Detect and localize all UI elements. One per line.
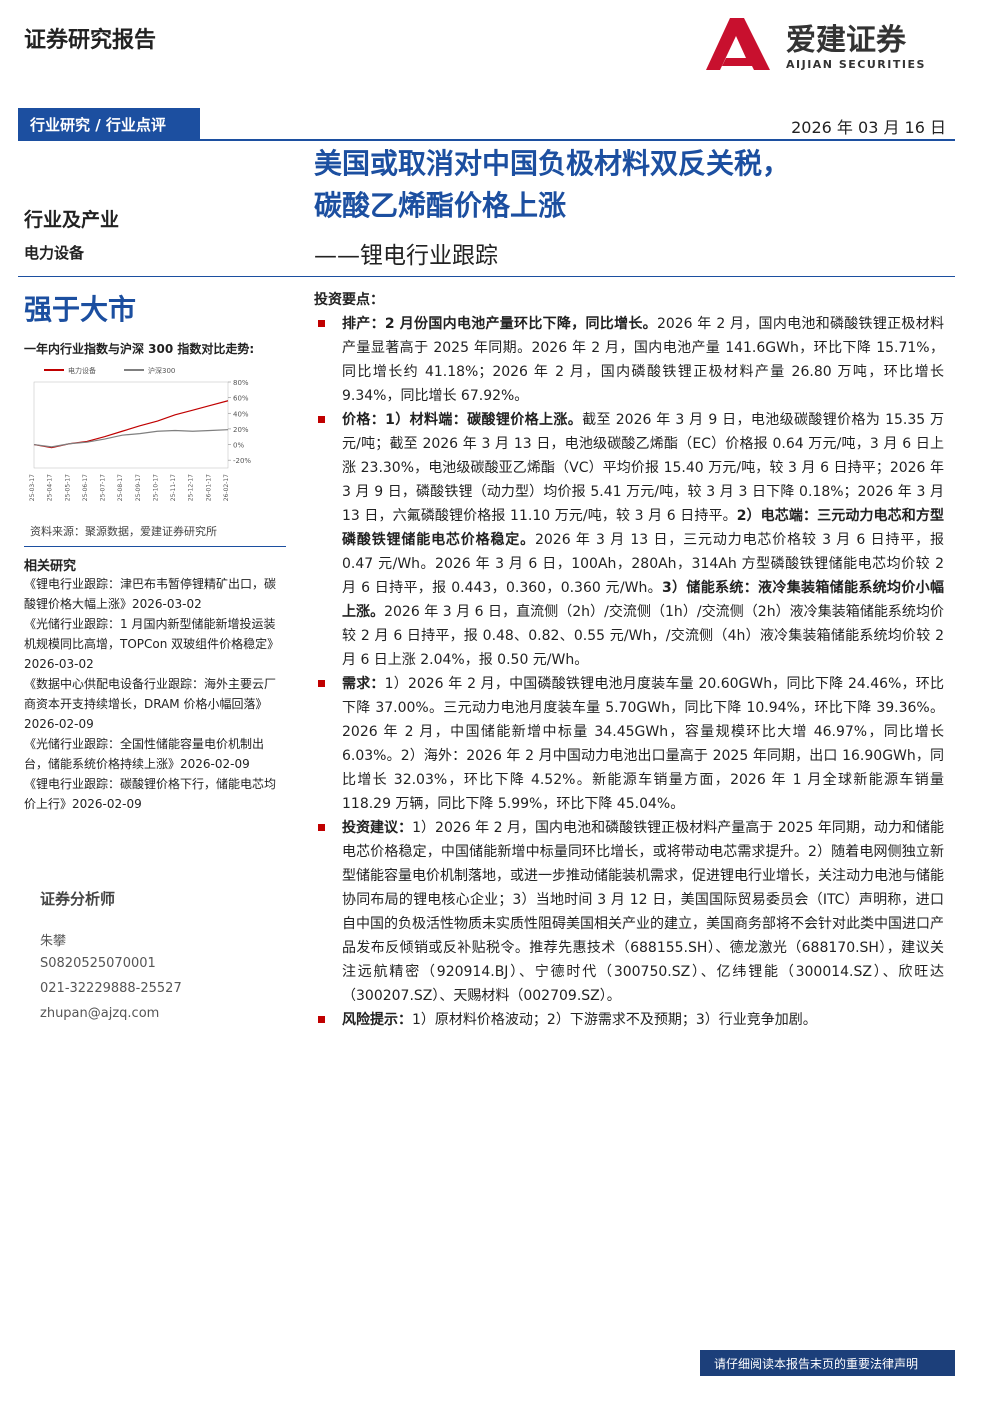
y-tick-label: 0% (233, 442, 244, 450)
y-tick-label: 40% (233, 410, 249, 418)
bullet-text: 2）电芯端：三元动力电芯和方型磷酸铁锂储能电芯价格稳定。 (342, 508, 945, 548)
header-rule (18, 139, 955, 141)
doc-type: 证券研究报告 (24, 28, 157, 53)
x-tick-label: 25-10-17 (152, 474, 159, 501)
analyst-phone: 021-32229888-25527 (40, 981, 182, 996)
x-tick-label: 25-05-17 (64, 474, 71, 501)
logo-name: 爱建证券 (786, 23, 907, 58)
bullet-text: 风险提示： (342, 1012, 412, 1028)
bullet-text: 1）2026 年 2 月，国内电池和磷酸铁锂正极材料产量高于 2025 年同期，… (342, 820, 945, 1004)
bullet: 需求：1）2026 年 2 月，中国磷酸铁锂电池月度装车量 20.60GWh，同… (314, 672, 944, 816)
key-points: 排产：2 月份国内电池产量环比下降，同比增长。2026 年 2 月，国内电池和磷… (314, 312, 944, 1032)
title-line: 碳酸乙烯酯价格上涨 (314, 189, 567, 222)
bullet-text: 3）储能系统：液冷集装箱储能系统均价小幅上涨。 (342, 580, 944, 620)
legend-label: 电力设备 (68, 366, 96, 375)
rule (24, 546, 286, 547)
x-tick-label: 25-03-17 (29, 474, 36, 501)
y-tick-label: 20% (233, 426, 249, 434)
analyst-email: zhupan@ajzq.com (40, 1006, 160, 1021)
logo: 爱建证券 AIJIAN SECURITIES (706, 18, 926, 71)
bullet-text: 价格：1）材料端：碳酸锂价格上涨。 (342, 412, 583, 428)
x-tick-label: 25-11-17 (170, 474, 177, 501)
bullet-text: 2026 年 3 月 6 日，直流侧（2h）/交流侧（1h）/交流侧（2h）液冷… (342, 604, 944, 668)
bullet-text: 1）原材料价格波动；2）下游需求不及预期；3）行业竞争加剧。 (412, 1012, 817, 1028)
plot-frame (33, 381, 229, 469)
bullet-text: 排产：2 月份国内电池产量环比下降，同比增长。 (342, 316, 657, 332)
bullet-marker (318, 824, 325, 831)
date: 2026 年 03 月 16 日 (791, 118, 946, 137)
related-title: 相关研究 (24, 559, 77, 574)
y-tick-label: 80% (233, 379, 249, 387)
chart-caption: 一年内行业指数与沪深 300 指数对比走势: (24, 342, 255, 356)
category: 行业研究 / 行业点评 (30, 116, 166, 134)
footer-notice: 请仔细阅读本报告末页的重要法律声明 (714, 1357, 919, 1371)
bullet: 投资建议：1）2026 年 2 月，国内电池和磷酸铁锂正极材料产量高于 2025… (314, 816, 944, 1008)
key-points-title: 投资要点： (314, 292, 384, 308)
related-item: 《数据中心供配电设备行业跟踪：海外主要云厂商资本开支持续增长，DRAM 价格小幅… (24, 677, 277, 731)
bullet-text: 截至 2026 年 3 月 9 日，电池级碳酸锂价格为 15.35 万元/吨；截… (342, 412, 944, 524)
series-line (33, 429, 229, 448)
bullet-marker (318, 320, 325, 327)
bullet-text: 2026 年 2 月，国内电池和磷酸铁锂正极材料产量显著高于 2025 年同期。… (342, 316, 944, 404)
x-tick-label: 25-12-17 (188, 474, 195, 501)
x-tick-label: 25-07-17 (100, 474, 107, 501)
bullet-marker (318, 416, 325, 423)
bullet: 风险提示：1）原材料价格波动；2）下游需求不及预期；3）行业竞争加剧。 (314, 1008, 944, 1032)
logo-en: AIJIAN SECURITIES (786, 58, 926, 71)
bullet-marker (318, 1016, 325, 1023)
related-list: 《锂电行业跟踪：津巴布韦暂停锂精矿出口，碳酸锂价格大幅上涨》2026-03-02… (24, 574, 286, 814)
related-item: 《锂电行业跟踪：津巴布韦暂停锂精矿出口，碳酸锂价格大幅上涨》2026-03-02 (24, 577, 277, 611)
related-item: 《锂电行业跟踪：碳酸锂价格下行，储能电芯均价上行》2026-02-09 (24, 777, 277, 811)
category-bar (18, 108, 200, 140)
related-item: 《光储行业跟踪：1 月国内新型储能新增投运装机规模同比高增，TOPCon 双玻组… (24, 617, 280, 671)
legend-label: 沪深300 (148, 366, 175, 375)
subtitle: ——锂电行业跟踪 (314, 243, 498, 269)
analyst-name: 朱攀 (40, 934, 67, 949)
title-line: 美国或取消对中国负极材料双反关税， (314, 147, 791, 180)
x-tick-label: 25-09-17 (135, 474, 142, 501)
bullet-text: 2026 年 3 月 13 日，三元动力电芯价格较 3 月 6 日持平，报 0.… (342, 532, 945, 596)
x-tick-label: 26-01-17 (205, 474, 212, 501)
analyst-cert: S0820525070001 (40, 956, 156, 971)
rule (18, 276, 955, 277)
analyst-title: 证券分析师 (40, 890, 116, 908)
x-tick-label: 26-02-17 (223, 474, 230, 501)
related-item: 《光储行业跟踪：全国性储能容量电价机制出台，储能系统价格持续上涨》2026-02… (24, 737, 265, 771)
series-line (33, 400, 229, 449)
bullet-text: 1）2026 年 2 月，中国磷酸铁锂电池月度装车量 20.60GWh，同比下降… (342, 676, 945, 812)
rating: 强于大市 (24, 293, 137, 326)
bullet-marker (318, 680, 325, 687)
y-tick-label: 60% (233, 395, 249, 403)
bullet: 价格：1）材料端：碳酸锂价格上涨。截至 2026 年 3 月 9 日，电池级碳酸… (314, 408, 944, 672)
source: 资料来源：聚源数据，爱建证券研究所 (30, 525, 217, 538)
y-tick-label: -20% (233, 457, 251, 465)
bullet: 排产：2 月份国内电池产量环比下降，同比增长。2026 年 2 月，国内电池和磷… (314, 312, 944, 408)
bullet-text: 需求： (342, 676, 385, 692)
sector: 电力设备 (24, 244, 85, 262)
x-tick-label: 25-04-17 (47, 474, 54, 501)
logo-mark (706, 18, 770, 70)
bullet-text: 投资建议： (342, 820, 413, 836)
chart: -20% 0% 20% 40% 60% 80% 25-03-17 25-04-17 25-05-… (29, 366, 251, 501)
sector-label: 行业及产业 (24, 209, 120, 231)
footer-bar (700, 1350, 955, 1376)
x-tick-label: 25-06-17 (82, 474, 89, 501)
x-tick-label: 25-08-17 (117, 474, 124, 501)
